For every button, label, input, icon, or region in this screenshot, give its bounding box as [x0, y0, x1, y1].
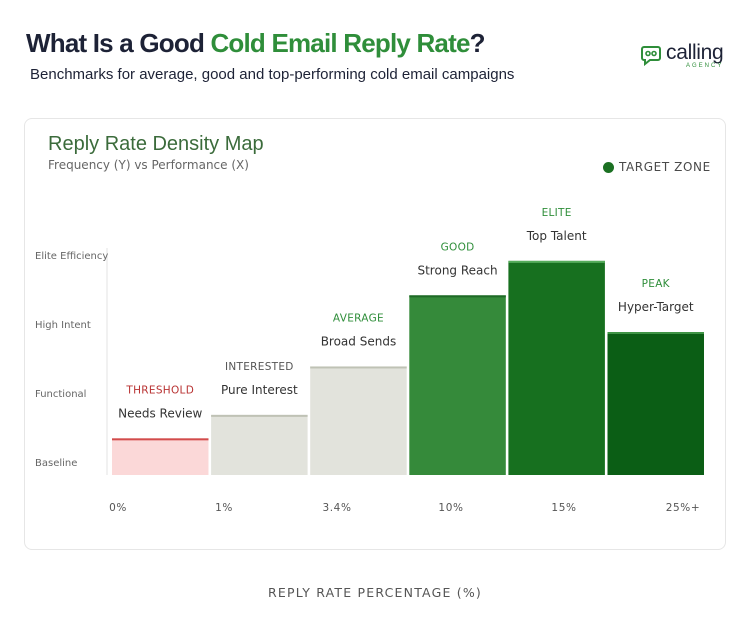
bar-label: Strong Reach [417, 263, 497, 277]
chart-subtitle: Frequency (Y) vs Performance (X) [48, 158, 249, 172]
bar-tier-label: AVERAGE [333, 312, 384, 324]
bar [310, 366, 407, 475]
title-part-1: What Is a Good [26, 28, 211, 58]
y-tick-label: Baseline [35, 458, 77, 469]
x-tick-label: 0% [109, 502, 127, 514]
x-tick-label: 1% [215, 502, 233, 514]
legend-label: TARGET ZONE [619, 160, 711, 174]
bar-label: Needs Review [118, 406, 202, 420]
bar-top-edge [211, 414, 308, 417]
bar [508, 260, 605, 475]
bar-label: Hyper-Target [618, 300, 694, 314]
bar-tier-label: GOOD [441, 241, 475, 253]
bar-top-edge [607, 332, 704, 334]
title-accent: Cold Email Reply Rate [210, 28, 470, 58]
bar [409, 295, 506, 475]
bar [112, 438, 209, 475]
page-title: What Is a Good Cold Email Reply Rate? [26, 28, 486, 59]
bar-label: Broad Sends [321, 334, 397, 348]
x-tick-label: 25%+ [666, 502, 701, 514]
chart-title: Reply Rate Density Map [48, 133, 264, 155]
page-subtitle: Benchmarks for average, good and top-per… [30, 66, 515, 83]
x-axis-title: REPLY RATE PERCENTAGE (%) [268, 585, 482, 600]
bar [607, 332, 704, 475]
logo-sub: AGENCY [686, 63, 724, 69]
logo-word: calling [666, 41, 724, 64]
y-tick-label: Elite Efficiency [35, 251, 108, 262]
title-part-2: ? [469, 28, 486, 58]
legend-swatch [603, 162, 614, 173]
bar-top-edge [508, 260, 605, 263]
bar-top-edge [409, 295, 506, 298]
x-tick-label: 10% [438, 502, 463, 514]
bar-label: Pure Interest [221, 383, 298, 397]
calling-agency-logo: calling AGENCY [640, 41, 732, 72]
bar-tier-label: ELITE [542, 207, 572, 219]
bar-top-edge [310, 366, 407, 369]
y-tick-label: High Intent [35, 320, 91, 331]
bar-label: Top Talent [526, 229, 587, 243]
bar [211, 414, 308, 475]
x-tick-label: 3.4% [322, 502, 351, 514]
bar-top-edge [112, 438, 209, 441]
bar-tier-label: INTERESTED [225, 361, 294, 373]
x-tick-label: 15% [551, 502, 576, 514]
bar-tier-label: THRESHOLD [125, 384, 194, 396]
bar-tier-label: PEAK [642, 278, 671, 290]
y-tick-label: Functional [35, 389, 86, 400]
phone-chat-icon [641, 46, 661, 66]
